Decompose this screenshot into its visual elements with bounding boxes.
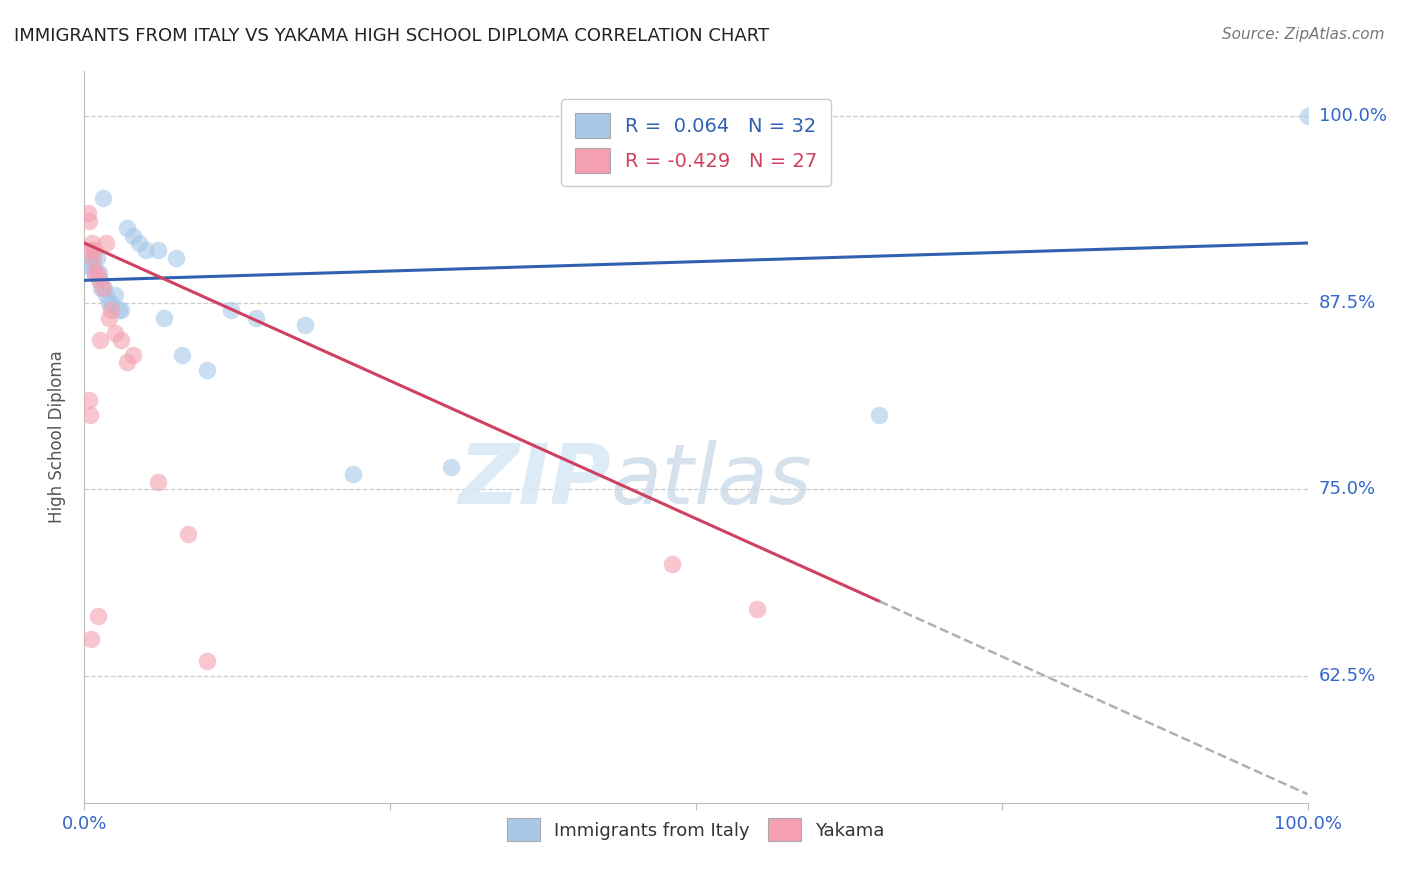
Point	[747, 601, 769, 615]
Point	[1296, 109, 1319, 123]
Point	[97, 295, 120, 310]
Point	[122, 228, 145, 243]
Point	[80, 235, 103, 250]
Point	[245, 310, 267, 325]
Point	[87, 266, 110, 280]
Legend: Immigrants from Italy, Yakama: Immigrants from Italy, Yakama	[501, 811, 891, 848]
Point	[342, 467, 364, 482]
Point	[96, 288, 118, 302]
Point	[110, 303, 132, 318]
Point	[87, 273, 110, 287]
Point	[77, 213, 100, 227]
Point	[128, 235, 150, 250]
Point	[146, 244, 169, 258]
Point	[83, 244, 105, 258]
Point	[87, 609, 110, 624]
Point	[110, 333, 132, 347]
Point	[661, 557, 683, 571]
Point	[83, 266, 105, 280]
Point	[77, 392, 100, 407]
Text: 87.5%: 87.5%	[1319, 293, 1376, 311]
Point	[79, 244, 101, 258]
Point	[93, 281, 115, 295]
Text: Source: ZipAtlas.com: Source: ZipAtlas.com	[1222, 27, 1385, 42]
Point	[219, 303, 242, 318]
Point	[115, 221, 138, 235]
Point	[100, 303, 122, 318]
Point	[122, 348, 145, 362]
Point	[195, 363, 218, 377]
Point	[86, 266, 108, 280]
Point	[107, 303, 129, 318]
Point	[294, 318, 316, 332]
Text: IMMIGRANTS FROM ITALY VS YAKAMA HIGH SCHOOL DIPLOMA CORRELATION CHART: IMMIGRANTS FROM ITALY VS YAKAMA HIGH SCH…	[14, 27, 769, 45]
Point	[869, 408, 891, 422]
Point	[195, 654, 218, 668]
Point	[172, 348, 194, 362]
Text: ZIP: ZIP	[458, 441, 610, 522]
Point	[79, 251, 101, 265]
Point	[100, 295, 122, 310]
Point	[82, 251, 104, 265]
Text: 75.0%: 75.0%	[1319, 480, 1376, 499]
Text: atlas: atlas	[610, 441, 813, 522]
Y-axis label: High School Diploma: High School Diploma	[48, 351, 66, 524]
Point	[146, 475, 169, 489]
Point	[89, 273, 111, 287]
Point	[115, 355, 138, 369]
Point	[90, 281, 112, 295]
Point	[135, 244, 157, 258]
Point	[104, 288, 127, 302]
Point	[77, 206, 100, 220]
Point	[91, 191, 114, 205]
Point	[82, 259, 104, 273]
Point	[96, 235, 118, 250]
Point	[153, 310, 176, 325]
Point	[79, 408, 101, 422]
Point	[97, 310, 120, 325]
Point	[84, 266, 107, 280]
Point	[104, 326, 127, 340]
Text: 62.5%: 62.5%	[1319, 667, 1376, 685]
Point	[86, 251, 108, 265]
Text: 100.0%: 100.0%	[1319, 107, 1386, 125]
Point	[80, 632, 103, 646]
Point	[440, 459, 463, 474]
Point	[177, 527, 200, 541]
Point	[89, 333, 111, 347]
Point	[165, 251, 187, 265]
Point	[77, 259, 100, 273]
Point	[91, 281, 114, 295]
